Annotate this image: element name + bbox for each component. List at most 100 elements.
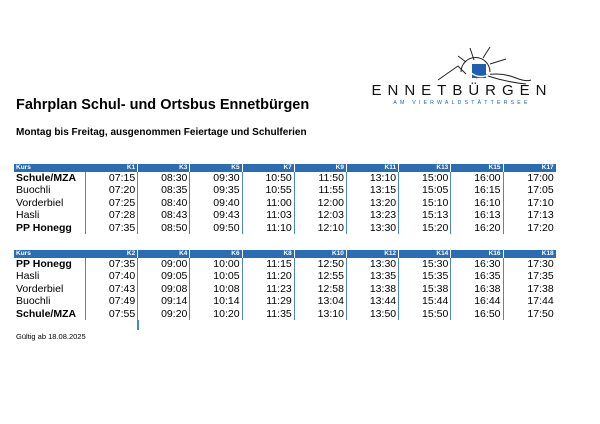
departure-time: 15:00 xyxy=(399,172,452,185)
header-course: K12 xyxy=(347,250,400,258)
departure-time: 13:30 xyxy=(347,221,400,234)
departure-time: 15:30 xyxy=(399,258,452,271)
departure-time: 13:04 xyxy=(295,295,347,308)
departure-time: 08:50 xyxy=(138,221,191,234)
header-course: K8 xyxy=(243,250,295,258)
departure-time: 16:44 xyxy=(451,295,504,308)
departure-time: 09:43 xyxy=(190,209,243,222)
header-kurs: Kurs xyxy=(16,250,31,257)
header-course: K1 xyxy=(86,164,139,172)
table-row: Schule/MZA 07:55 09:20 10:20 11:35 13:10 13:50… xyxy=(14,307,556,320)
header-course: K15 xyxy=(451,164,504,172)
departure-time: 08:35 xyxy=(138,184,191,197)
departure-time: 09:14 xyxy=(138,295,191,308)
departure-time: 17:38 xyxy=(527,282,554,295)
departure-time: 17:05 xyxy=(527,184,554,197)
header-course: K7 xyxy=(243,164,295,172)
header-course: K6 xyxy=(190,250,243,258)
stop-name: Vorderbiel xyxy=(14,282,86,296)
header-course: K5 xyxy=(190,164,243,172)
departure-time: 11:10 xyxy=(243,221,295,234)
table-row: PP Honegg 07:35 09:00 10:00 11:15 12:50 13:30 1… xyxy=(14,258,556,271)
departure-time: 15:05 xyxy=(399,184,452,197)
departure-time: 12:00 xyxy=(295,196,347,210)
departure-time: 11:50 xyxy=(295,172,347,185)
departure-time: 17:30 xyxy=(527,258,554,270)
departure-time: 09:30 xyxy=(190,172,243,185)
stop-name: PP Honegg xyxy=(14,221,86,234)
valid-from: Gültig ab 18.08.2025 xyxy=(16,332,86,341)
departure-time: 13:10 xyxy=(347,172,400,185)
table-row: Buochli 07:20 08:35 09:35 10:55 11:55 13:15 15:… xyxy=(14,184,556,197)
table-row: Schule/MZA 07:15 08:30 09:30 10:50 11:50 13:10… xyxy=(14,172,556,185)
table-row: Vorderbiel 07:43 09:08 10:08 11:23 12:58 13:38… xyxy=(14,282,556,296)
header-course: K4 xyxy=(138,250,191,258)
timetable-return: Kurs K2 K4 K6 K8 K10 K12 K14 K16 K18 PP Honegg 07:3… xyxy=(14,250,556,320)
departure-time: 07:35 xyxy=(86,258,139,271)
departure-time: 15:35 xyxy=(399,270,452,283)
timetable-outbound: Kurs K1 K3 K5 K7 K9 K11 K13 K15 K17 Schule/MZA 07:1… xyxy=(14,164,556,234)
departure-time: 13:35 xyxy=(347,270,400,283)
departure-time: 15:13 xyxy=(399,209,452,222)
departure-time: 17:50 xyxy=(527,307,554,320)
departure-time: 13:50 xyxy=(347,307,400,320)
departure-time: 07:43 xyxy=(86,282,139,296)
header-course: K11 xyxy=(347,164,400,172)
departure-time: 11:23 xyxy=(243,282,295,296)
departure-time: 09:50 xyxy=(190,221,243,234)
departure-time: 07:15 xyxy=(86,172,139,185)
departure-time: 10:55 xyxy=(243,184,295,197)
departure-time: 17:00 xyxy=(527,172,554,184)
departure-time: 13:38 xyxy=(347,282,400,296)
departure-time: 11:15 xyxy=(243,258,295,271)
departure-time: 08:43 xyxy=(138,209,191,222)
departure-time: 12:10 xyxy=(295,221,347,234)
departure-time: 09:00 xyxy=(138,258,191,271)
departure-time: 15:10 xyxy=(399,196,452,210)
departure-time: 17:10 xyxy=(527,196,554,209)
stop-name: Hasli xyxy=(14,209,86,222)
departure-time: 07:28 xyxy=(86,209,139,222)
departure-time: 11:29 xyxy=(243,295,295,308)
departure-time: 11:03 xyxy=(243,209,295,222)
departure-time: 10:00 xyxy=(190,258,243,271)
table-row: Buochli 07:49 09:14 10:14 11:29 13:04 13:44 15:… xyxy=(14,295,556,308)
departure-time: 10:08 xyxy=(190,282,243,296)
header-course: K17 xyxy=(541,164,554,171)
departure-time: 17:35 xyxy=(527,270,554,283)
departure-time: 16:15 xyxy=(451,184,504,197)
departure-time: 13:44 xyxy=(347,295,400,308)
table-row: Hasli 07:40 09:05 10:05 11:20 12:55 13:35 15:35… xyxy=(14,270,556,283)
departure-time: 10:05 xyxy=(190,270,243,283)
departure-time: 07:25 xyxy=(86,196,139,210)
departure-time: 10:20 xyxy=(190,307,243,320)
departure-time: 08:40 xyxy=(138,196,191,210)
departure-time: 15:38 xyxy=(399,282,452,296)
page-subtitle: Montag bis Freitag, ausgenommen Feiertag… xyxy=(16,127,307,138)
departure-time: 13:15 xyxy=(347,184,400,197)
header-course: K2 xyxy=(86,250,139,258)
stop-name: Buochli xyxy=(14,295,86,308)
header-course: K10 xyxy=(295,250,347,258)
departure-time: 07:49 xyxy=(86,295,139,308)
table-header: Kurs K1 K3 K5 K7 K9 K11 K13 K15 K17 xyxy=(14,164,556,172)
departure-time: 17:13 xyxy=(527,209,554,222)
departure-time: 09:40 xyxy=(190,196,243,210)
departure-time: 16:10 xyxy=(451,196,504,210)
departure-time: 16:35 xyxy=(451,270,504,283)
departure-time: 16:38 xyxy=(451,282,504,296)
departure-time: 12:50 xyxy=(295,258,347,271)
departure-time: 09:35 xyxy=(190,184,243,197)
header-kurs: Kurs xyxy=(16,164,31,171)
header-course: K16 xyxy=(451,250,504,258)
departure-time: 13:10 xyxy=(295,307,347,320)
departure-time: 16:00 xyxy=(451,172,504,185)
departure-time: 11:20 xyxy=(243,270,295,283)
departure-time: 16:13 xyxy=(451,209,504,222)
stop-name: Vorderbiel xyxy=(14,196,86,210)
header-course: K3 xyxy=(138,164,191,172)
departure-time: 13:30 xyxy=(347,258,400,271)
departure-time: 13:23 xyxy=(347,209,400,222)
departure-time: 09:08 xyxy=(138,282,191,296)
